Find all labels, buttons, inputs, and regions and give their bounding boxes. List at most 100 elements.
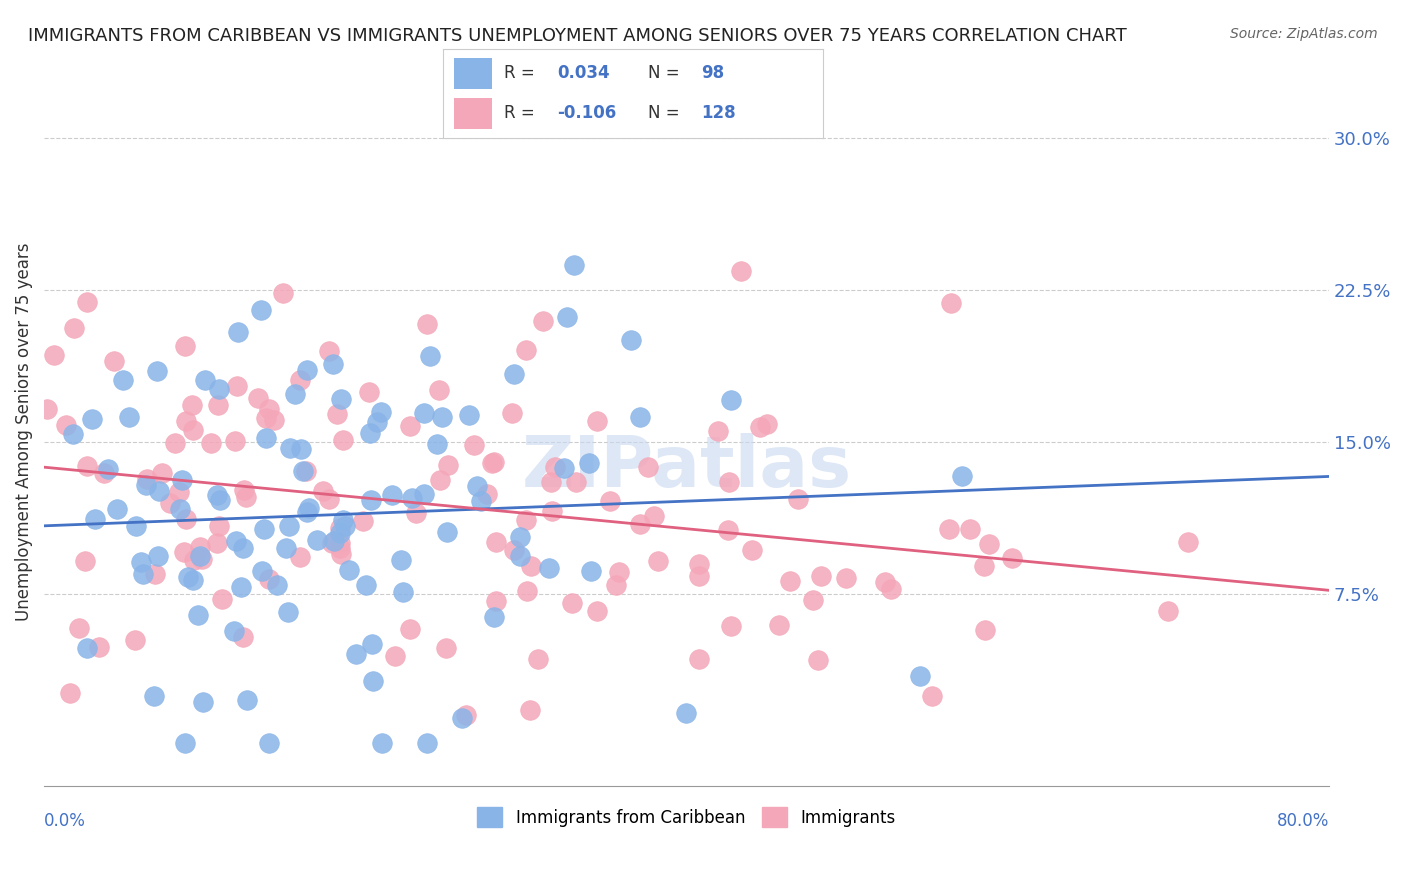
Point bbox=[643, 509, 665, 524]
Point bbox=[233, 483, 256, 497]
Point bbox=[562, 258, 585, 272]
Point bbox=[454, 707, 477, 722]
Point bbox=[370, 405, 392, 419]
Point bbox=[111, 373, 134, 387]
Point bbox=[329, 521, 352, 535]
Point bbox=[174, 413, 197, 427]
Point bbox=[360, 637, 382, 651]
Point bbox=[232, 631, 254, 645]
Point bbox=[274, 541, 297, 556]
Point bbox=[921, 689, 943, 703]
Point bbox=[208, 382, 231, 396]
Point bbox=[208, 518, 231, 533]
Point bbox=[174, 736, 197, 750]
Point bbox=[688, 557, 710, 571]
Point bbox=[297, 505, 319, 519]
Text: 98: 98 bbox=[702, 64, 724, 82]
Point bbox=[509, 529, 531, 543]
Point bbox=[253, 523, 276, 537]
Point bbox=[37, 402, 59, 417]
Point bbox=[647, 554, 669, 568]
Point bbox=[259, 401, 281, 416]
Point bbox=[485, 594, 508, 608]
Point bbox=[432, 410, 454, 425]
Point bbox=[756, 417, 779, 431]
Point bbox=[295, 464, 318, 478]
Point bbox=[226, 379, 249, 393]
Point bbox=[399, 419, 422, 434]
Point bbox=[326, 408, 349, 422]
Text: ZIPatlas: ZIPatlas bbox=[522, 433, 852, 501]
Point bbox=[136, 472, 159, 486]
Point bbox=[531, 314, 554, 328]
Point bbox=[427, 383, 450, 397]
Point bbox=[211, 592, 233, 607]
Point bbox=[359, 384, 381, 399]
Point bbox=[87, 640, 110, 655]
Point bbox=[263, 413, 285, 427]
Point bbox=[450, 711, 472, 725]
Point bbox=[977, 537, 1000, 551]
Text: 0.034: 0.034 bbox=[557, 64, 609, 82]
Point bbox=[938, 522, 960, 536]
Point bbox=[419, 349, 441, 363]
Point bbox=[191, 695, 214, 709]
Point bbox=[555, 310, 578, 324]
Point bbox=[720, 393, 742, 408]
Point bbox=[188, 549, 211, 564]
Point bbox=[950, 469, 973, 483]
Point bbox=[801, 592, 824, 607]
Point bbox=[163, 436, 186, 450]
Point bbox=[509, 549, 531, 563]
Point bbox=[482, 610, 505, 624]
Point bbox=[959, 522, 981, 536]
Point bbox=[148, 483, 170, 498]
Point bbox=[516, 584, 538, 599]
Point bbox=[415, 736, 437, 750]
Point bbox=[183, 553, 205, 567]
Text: -0.106: -0.106 bbox=[557, 104, 616, 122]
Point bbox=[329, 392, 352, 406]
Point bbox=[515, 513, 537, 527]
Point bbox=[146, 364, 169, 378]
Point bbox=[392, 584, 415, 599]
Point bbox=[741, 542, 763, 557]
Point bbox=[80, 412, 103, 426]
Point bbox=[360, 492, 382, 507]
Point bbox=[720, 619, 742, 633]
Point bbox=[599, 493, 621, 508]
Point bbox=[176, 569, 198, 583]
Point bbox=[322, 534, 344, 549]
Point bbox=[586, 604, 609, 618]
Point bbox=[229, 580, 252, 594]
Point bbox=[194, 373, 217, 387]
Point bbox=[541, 504, 564, 518]
Point bbox=[226, 325, 249, 339]
Point bbox=[941, 296, 963, 310]
Point bbox=[280, 442, 302, 456]
Point bbox=[786, 491, 808, 506]
Point bbox=[333, 519, 356, 533]
Point bbox=[519, 703, 541, 717]
Point bbox=[436, 524, 458, 539]
Point bbox=[578, 456, 600, 470]
Point bbox=[973, 623, 995, 637]
Point bbox=[540, 475, 562, 489]
Point bbox=[288, 373, 311, 387]
Point bbox=[463, 438, 485, 452]
Point bbox=[150, 467, 173, 481]
Point bbox=[561, 596, 583, 610]
Point bbox=[470, 494, 492, 508]
Point bbox=[103, 354, 125, 368]
Point bbox=[143, 567, 166, 582]
Point bbox=[191, 552, 214, 566]
Point bbox=[247, 391, 270, 405]
Point bbox=[307, 533, 329, 548]
Point bbox=[254, 410, 277, 425]
Point bbox=[181, 573, 204, 587]
Text: 80.0%: 80.0% bbox=[1277, 812, 1329, 830]
Point bbox=[205, 488, 228, 502]
Point bbox=[359, 426, 381, 441]
Point bbox=[688, 652, 710, 666]
Point bbox=[297, 363, 319, 377]
